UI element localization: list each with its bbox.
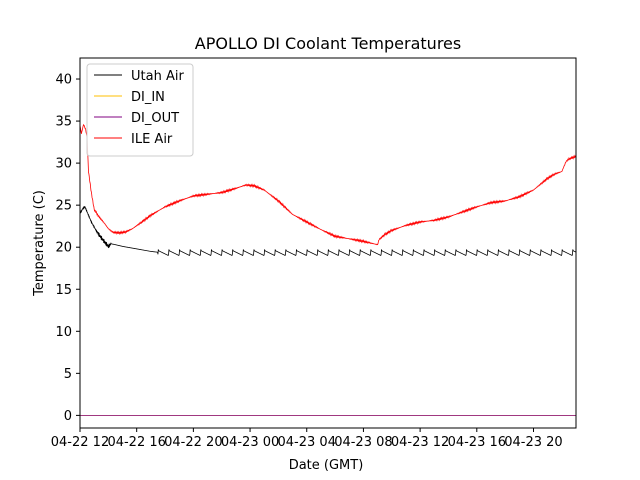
axes-frame xyxy=(79,57,577,429)
y-tick-label: 15 xyxy=(55,283,72,298)
plot-area xyxy=(80,123,576,416)
x-tick-label: 04-23 00 xyxy=(221,435,279,450)
y-tick-label: 5 xyxy=(64,367,72,382)
y-tick-label: 10 xyxy=(55,325,72,340)
x-tick-label: 04-23 04 xyxy=(278,435,336,450)
x-tick-label: 04-22 20 xyxy=(164,435,222,450)
y-tick-label: 20 xyxy=(55,241,72,256)
legend-box xyxy=(86,63,194,157)
x-tick-label: 04-23 12 xyxy=(391,435,449,450)
legend-label-ile-air: ILE Air xyxy=(131,132,173,147)
chart-title: APOLLO DI Coolant Temperatures xyxy=(195,34,461,53)
x-tick-label: 04-23 20 xyxy=(504,435,562,450)
y-tick-label: 30 xyxy=(55,157,72,172)
legend-label-utah-air: Utah Air xyxy=(131,69,184,84)
series-line-utah-air xyxy=(80,205,576,257)
y-tick-label: 35 xyxy=(55,115,72,130)
x-tick-label: 04-23 08 xyxy=(334,435,392,450)
legend-label-di-in: DI_IN xyxy=(131,90,165,105)
y-tick-label: 40 xyxy=(55,73,72,88)
x-tick-label: 04-22 12 xyxy=(51,435,109,450)
y-axis-label: Temperature (C) xyxy=(32,190,47,297)
y-tick-label: 0 xyxy=(64,409,72,424)
x-tick-label: 04-23 16 xyxy=(448,435,506,450)
y-tick-label: 25 xyxy=(55,199,72,214)
legend-label-di-out: DI_OUT xyxy=(131,111,179,126)
legend: Utah Air DI_IN DI_OUT ILE Air xyxy=(86,63,194,157)
x-tick-label: 04-22 16 xyxy=(107,435,165,450)
series-line-ile-air xyxy=(80,123,576,246)
x-axis-label: Date (GMT) xyxy=(289,458,364,473)
series-layer xyxy=(80,123,576,416)
